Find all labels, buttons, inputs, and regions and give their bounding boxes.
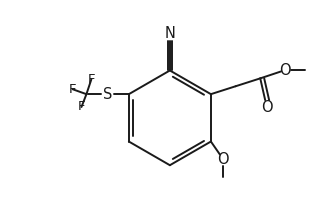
Text: O: O — [279, 63, 291, 78]
Text: S: S — [103, 87, 113, 102]
Text: F: F — [78, 100, 85, 113]
Text: O: O — [217, 152, 229, 167]
Text: O: O — [261, 100, 273, 116]
Text: F: F — [69, 83, 76, 96]
Text: F: F — [88, 73, 95, 86]
Text: N: N — [165, 26, 175, 42]
